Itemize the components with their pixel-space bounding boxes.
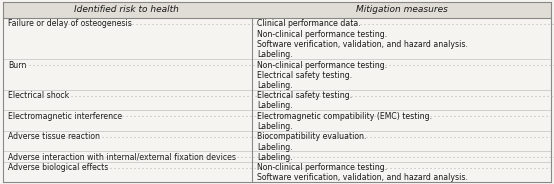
Text: ................................................................................: ........................................… — [100, 153, 554, 159]
Text: ................................................................................: ........................................… — [50, 164, 554, 169]
Text: Burn: Burn — [8, 61, 27, 70]
Text: Identified risk to health: Identified risk to health — [74, 6, 178, 15]
Text: Labeling.: Labeling. — [257, 102, 293, 111]
Text: ................................................................................: ........................................… — [34, 92, 554, 98]
Text: Non-clinical performance testing.: Non-clinical performance testing. — [257, 163, 387, 172]
Text: Mitigation measures: Mitigation measures — [356, 6, 448, 15]
Text: Electrical safety testing.: Electrical safety testing. — [257, 71, 352, 80]
Text: Software verification, validation, and hazard analysis.: Software verification, validation, and h… — [257, 173, 468, 182]
Text: Labeling.: Labeling. — [257, 122, 293, 131]
Text: Adverse interaction with internal/external fixation devices: Adverse interaction with internal/extern… — [8, 153, 236, 162]
Text: Non-clinical performance testing.: Non-clinical performance testing. — [257, 30, 387, 39]
Text: Adverse tissue reaction: Adverse tissue reaction — [8, 132, 100, 141]
Text: Electromagnetic compatibility (EMC) testing.: Electromagnetic compatibility (EMC) test… — [257, 112, 432, 121]
Text: Failure or delay of osteogenesis: Failure or delay of osteogenesis — [8, 20, 132, 29]
Text: Labeling.: Labeling. — [257, 142, 293, 151]
Text: Software verification, validation, and hazard analysis.: Software verification, validation, and h… — [257, 40, 468, 49]
Text: ................................................................................: ........................................… — [59, 20, 554, 26]
Text: Non-clinical performance testing.: Non-clinical performance testing. — [257, 61, 387, 70]
Text: ................................................................................: ........................................… — [45, 133, 554, 139]
Text: Electromagnetic interference: Electromagnetic interference — [8, 112, 122, 121]
Text: ................................................................................: ........................................… — [16, 61, 554, 67]
Text: Electrical shock: Electrical shock — [8, 91, 69, 100]
Text: Adverse biological effects: Adverse biological effects — [8, 163, 109, 172]
Text: Labeling.: Labeling. — [257, 153, 293, 162]
Text: ................................................................................: ........................................… — [53, 112, 554, 118]
Text: Labeling.: Labeling. — [257, 50, 293, 59]
Text: Biocompatibility evaluation.: Biocompatibility evaluation. — [257, 132, 367, 141]
Text: Clinical performance data.: Clinical performance data. — [257, 20, 361, 29]
Text: Labeling.: Labeling. — [257, 81, 293, 90]
Text: Electrical safety testing.: Electrical safety testing. — [257, 91, 352, 100]
Bar — [3, 2, 551, 18]
